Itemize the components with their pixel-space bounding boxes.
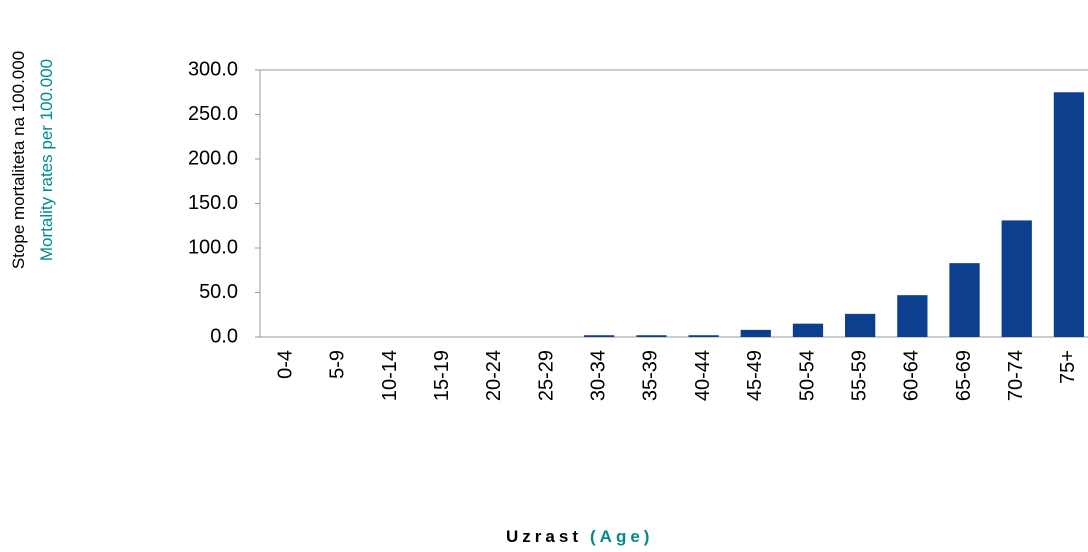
x-tick-label: 45-49 <box>744 350 766 401</box>
x-tick-label: 10-14 <box>379 350 401 401</box>
x-tick-label: 50-54 <box>796 350 818 401</box>
bar <box>688 335 719 337</box>
x-tick-label: 0-4 <box>274 350 296 379</box>
bar <box>845 313 876 337</box>
x-tick-label: 15-19 <box>431 350 453 401</box>
bar <box>584 335 615 337</box>
x-tick-label: 35-39 <box>640 350 662 401</box>
y-axis-title: Stope mortaliteta na 100.000 <box>9 51 28 269</box>
y-tick-label: 150.0 <box>188 192 238 214</box>
x-axis-title: Uzrast <box>506 527 582 546</box>
x-tick-label: 55-59 <box>848 350 870 401</box>
y-tick-label: 50.0 <box>199 281 238 303</box>
x-tick-label: 65-69 <box>953 350 975 401</box>
y-tick-label: 0.0 <box>210 325 238 347</box>
bar <box>897 295 928 337</box>
y-axis-title-en: Mortality rates per 100.000 <box>37 59 56 261</box>
x-tick-label: 25-29 <box>535 350 557 401</box>
x-tick-label: 75+ <box>1057 350 1079 384</box>
y-tick-label: 300.0 <box>188 58 238 80</box>
x-tick-label: 60-64 <box>901 350 923 401</box>
bar <box>1053 92 1085 337</box>
bar <box>792 323 824 337</box>
x-tick-label: 5-9 <box>327 350 349 379</box>
bar <box>949 263 980 337</box>
bar <box>1001 220 1032 337</box>
x-tick-label: 20-24 <box>483 350 505 401</box>
x-axis-title-en: (Age) <box>590 527 653 546</box>
x-tick-label: 70-74 <box>1005 350 1027 401</box>
bar <box>740 329 771 337</box>
y-tick-label: 100.0 <box>188 236 238 258</box>
y-tick-label: 200.0 <box>188 147 238 169</box>
x-tick-label: 40-44 <box>692 350 714 401</box>
bar <box>636 335 667 337</box>
y-tick-label: 250.0 <box>188 103 238 125</box>
x-tick-label: 30-34 <box>588 350 610 401</box>
